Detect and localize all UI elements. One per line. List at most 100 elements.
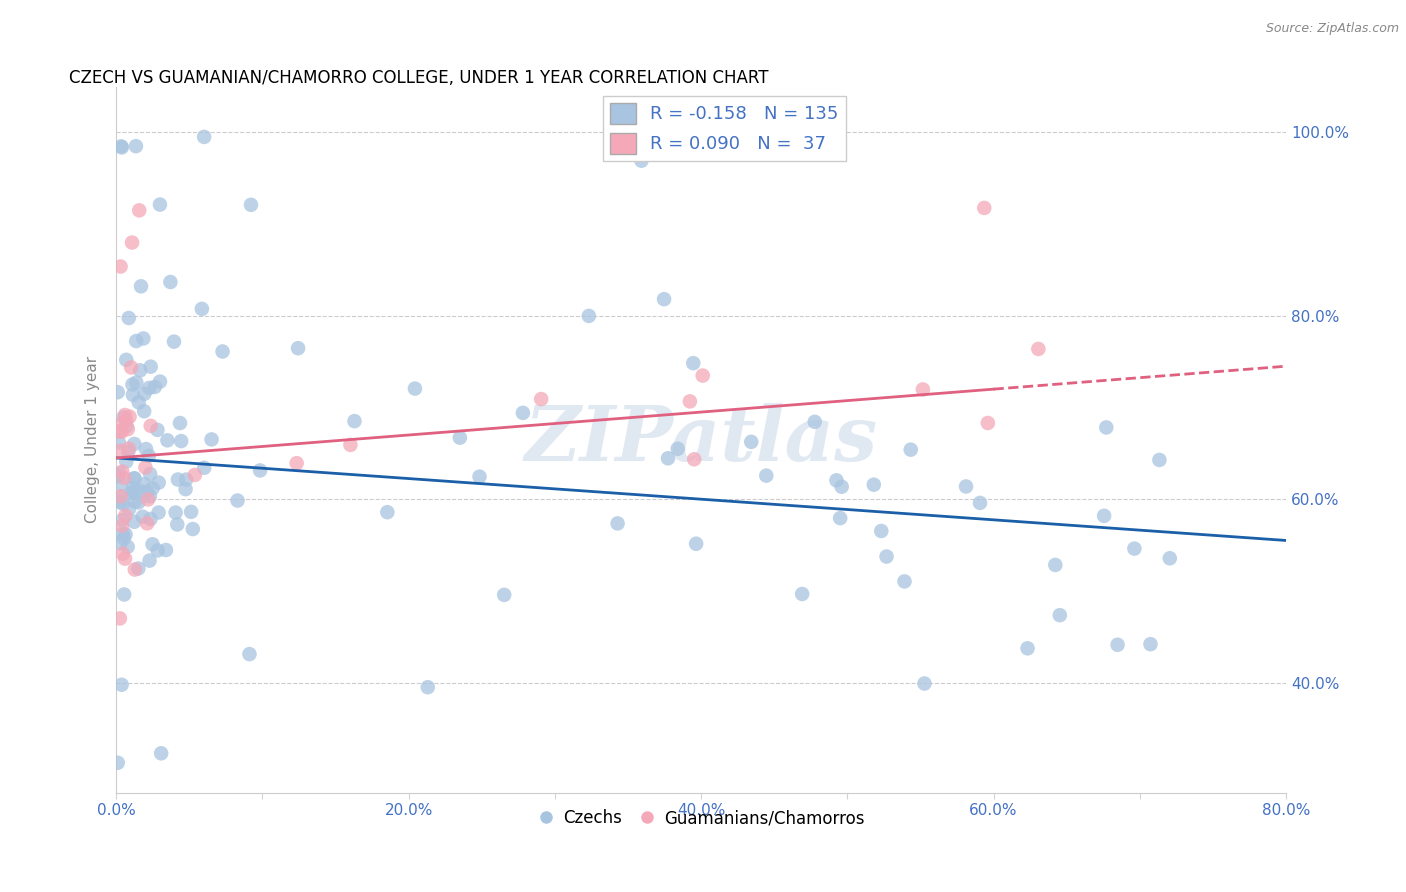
Point [969,496,991,510]
Point [339,438,361,452]
Point [127,495,149,509]
Point [174,482,197,496]
Point [111,678,134,692]
Point [343,414,366,428]
Point [111,416,134,430]
Point [184,467,207,482]
Point [134,386,156,401]
Point [129,483,152,498]
Point [285,456,308,470]
Point [180,505,202,519]
Point [122,471,145,485]
Text: CZECH VS GUAMANIAN/CHAMORRO COLLEGE, UNDER 1 YEAR CORRELATION CHART: CZECH VS GUAMANIAN/CHAMORRO COLLEGE, UND… [69,69,769,87]
Point [740,434,762,449]
Point [129,279,152,293]
Point [652,292,675,306]
Point [1149,453,1171,467]
Point [110,260,132,274]
Point [108,435,131,450]
Point [114,551,136,566]
Point [110,536,132,550]
Point [112,471,135,485]
Point [287,341,309,355]
Point [973,201,995,215]
Point [114,508,136,523]
Point [135,484,157,499]
Text: Source: ZipAtlas.com: Source: ZipAtlas.com [1265,22,1399,36]
Point [124,562,146,576]
Point [683,452,706,467]
Y-axis label: College, Under 1 year: College, Under 1 year [86,356,100,523]
Point [128,203,150,218]
Point [170,434,193,448]
Point [630,153,652,168]
Point [512,406,534,420]
Text: ZIPatlas: ZIPatlas [524,402,877,476]
Point [111,526,134,541]
Point [900,442,922,457]
Point [132,331,155,345]
Point [977,416,1000,430]
Point [111,547,134,561]
Point [146,423,169,437]
Point [124,471,146,485]
Point [121,485,143,500]
Point [404,382,426,396]
Point [191,301,214,316]
Point [108,467,131,481]
Point [115,419,138,434]
Point [121,235,143,250]
Point [132,509,155,524]
Point [1139,637,1161,651]
Point [139,489,162,503]
Point [138,554,160,568]
Point [148,506,170,520]
Point [125,334,148,348]
Point [107,385,129,400]
Point [876,549,898,564]
Point [110,139,132,153]
Point [114,408,136,422]
Point [657,451,679,466]
Point [1123,541,1146,556]
Point [1159,551,1181,566]
Point [167,473,190,487]
Point [755,468,778,483]
Point [416,680,439,694]
Point [238,647,260,661]
Point [226,493,249,508]
Point [107,425,129,439]
Point [139,512,162,526]
Point [135,442,157,456]
Point [830,511,852,525]
Point [118,409,141,424]
Point [108,495,131,509]
Point [125,139,148,153]
Point [122,481,145,495]
Point [685,131,707,145]
Point [111,497,134,511]
Point [163,334,186,349]
Point [122,485,145,500]
Point [143,380,166,394]
Point [136,492,159,507]
Point [115,352,138,367]
Point [211,344,233,359]
Point [138,449,160,463]
Point [148,475,170,490]
Point [125,376,148,390]
Point [114,527,136,541]
Point [110,489,132,503]
Point [870,524,893,538]
Point [134,404,156,418]
Point [118,442,141,456]
Point [118,502,141,516]
Point [110,489,132,503]
Point [449,431,471,445]
Point [169,416,191,430]
Point [692,368,714,383]
Point [134,460,156,475]
Point [1092,508,1115,523]
Point [111,465,134,479]
Point [494,588,516,602]
